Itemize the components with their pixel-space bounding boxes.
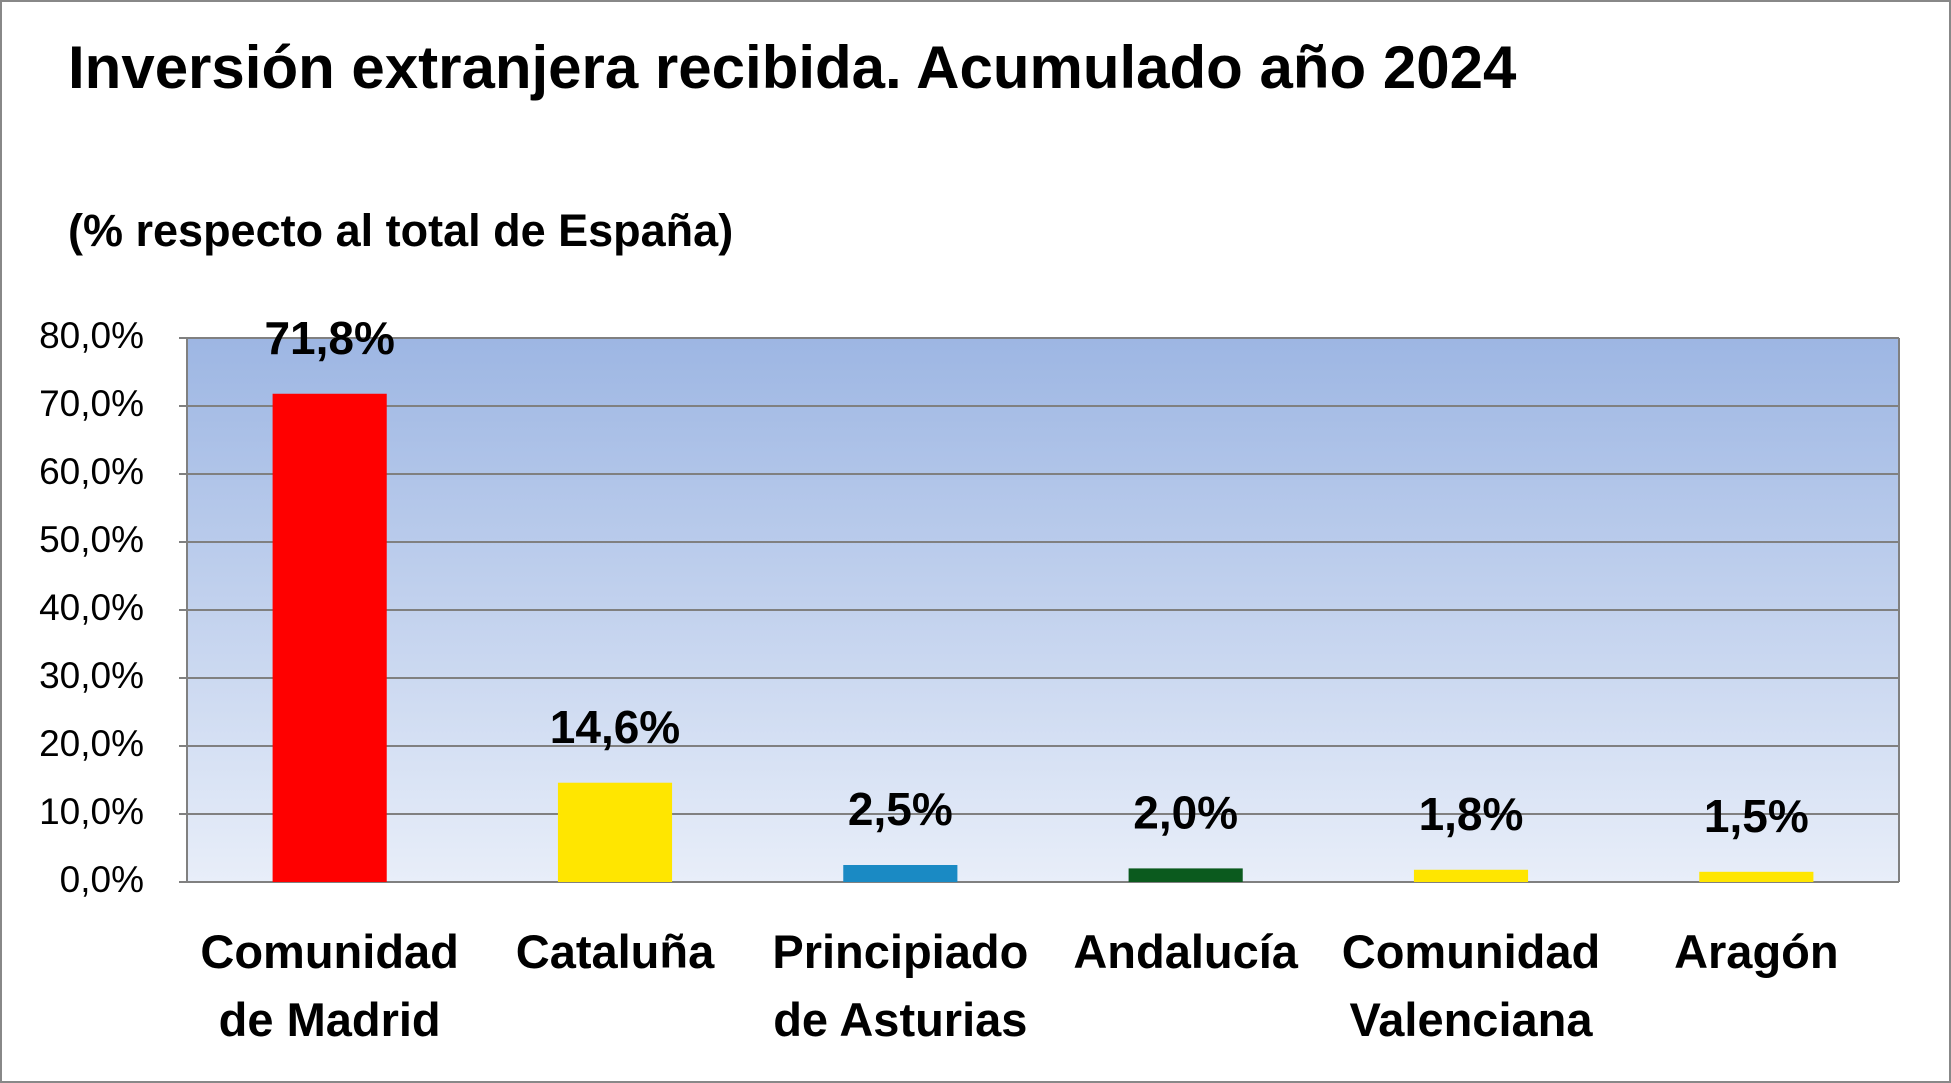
- y-tick-label: 80,0%: [39, 315, 144, 356]
- y-tick-label: 60,0%: [39, 451, 144, 492]
- y-tick-label: 30,0%: [39, 655, 144, 696]
- data-label: 1,5%: [1704, 790, 1809, 842]
- chart-title: Inversión extranjera recibida. Acumulado…: [68, 34, 1517, 101]
- bar: [1128, 868, 1243, 882]
- x-tick-label: Comunidad Valenciana: [1341, 925, 1601, 1046]
- data-label: 2,0%: [1133, 787, 1238, 839]
- x-tick-label: Cataluña: [515, 925, 715, 978]
- y-tick-label: 20,0%: [39, 723, 144, 764]
- y-tick-label: 40,0%: [39, 587, 144, 628]
- bar: [557, 782, 673, 882]
- y-tick-label: 10,0%: [39, 791, 144, 832]
- x-tick-label: Principiado de Asturias: [772, 925, 1029, 1046]
- x-tick-label: Andalucía: [1073, 925, 1298, 978]
- data-label: 14,6%: [550, 701, 680, 753]
- bar: [1699, 871, 1814, 882]
- y-tick-label: 50,0%: [39, 519, 144, 560]
- bar: [272, 393, 387, 882]
- y-tick-label: 70,0%: [39, 383, 144, 424]
- chart-subtitle: (% respecto al total de España): [68, 205, 734, 256]
- x-tick-label: Comunidad de Madrid: [200, 925, 459, 1046]
- data-label: 1,8%: [1419, 788, 1524, 840]
- data-label: 71,8%: [264, 312, 394, 364]
- bar: [1413, 869, 1529, 882]
- data-label: 2,5%: [848, 783, 953, 835]
- bar: [843, 865, 958, 882]
- x-tick-label: Aragón: [1674, 925, 1839, 978]
- y-tick-label: 0,0%: [60, 859, 144, 900]
